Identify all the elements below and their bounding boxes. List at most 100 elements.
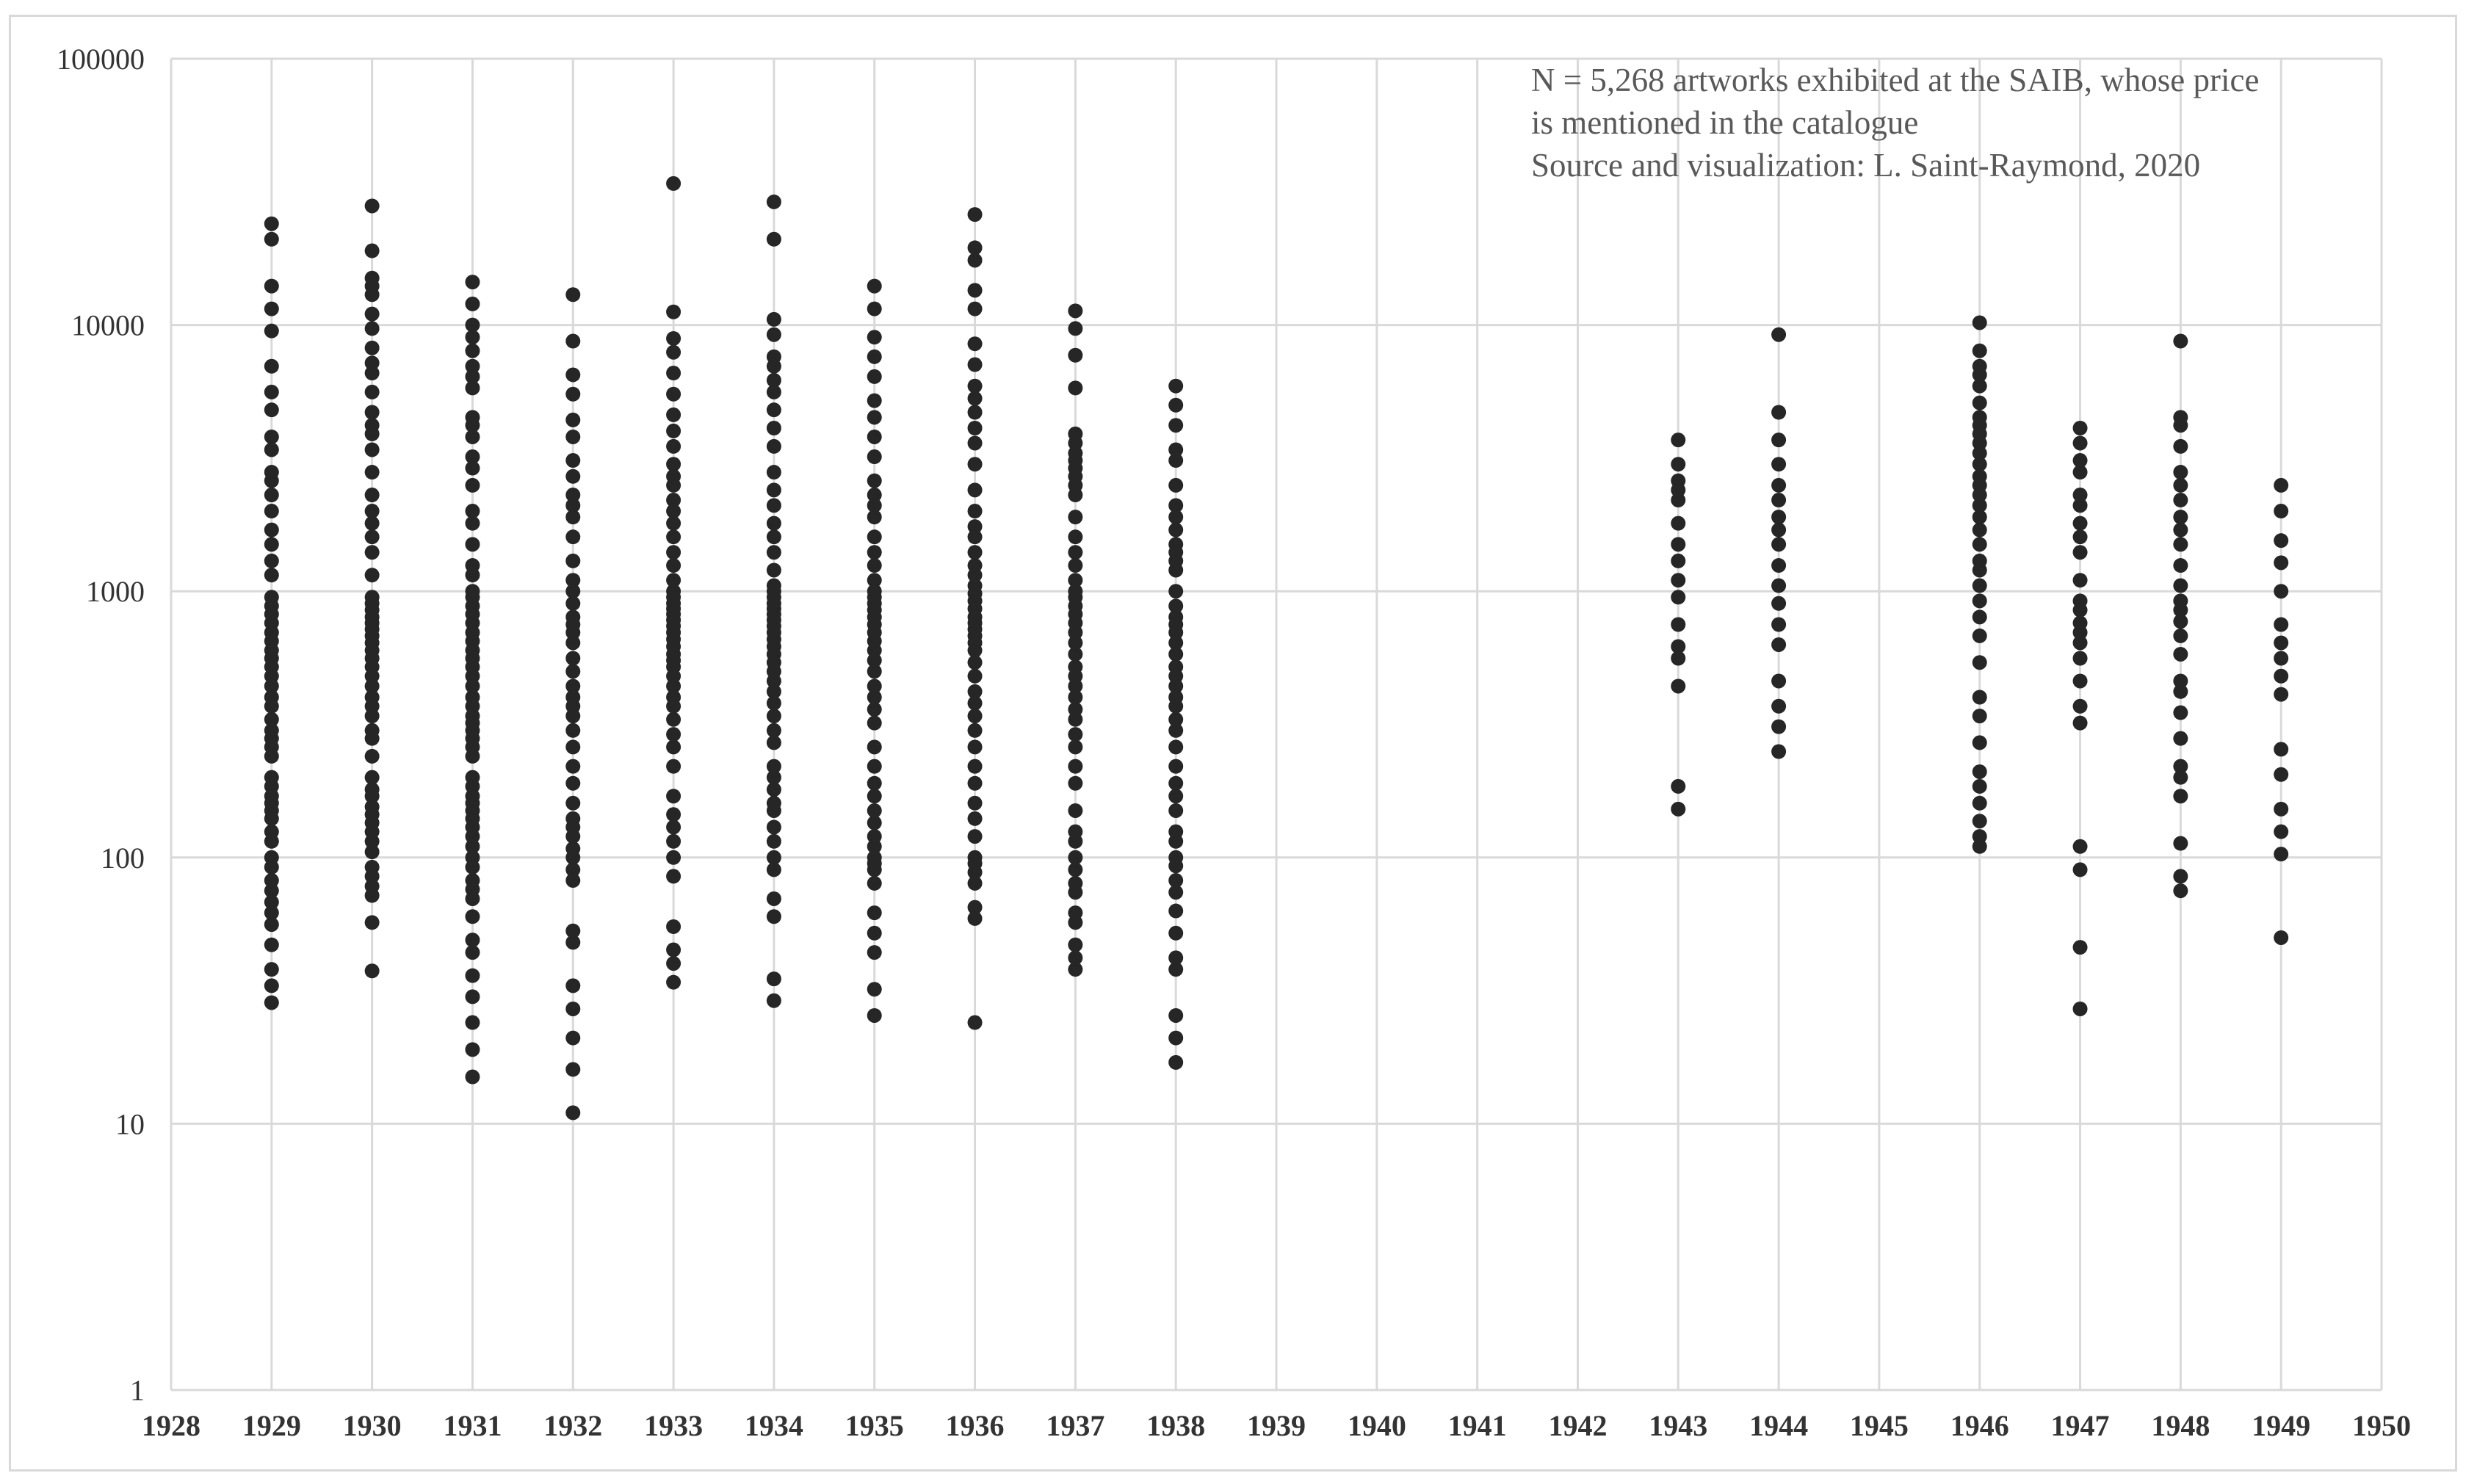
data-point-1938-41 <box>1168 962 1184 977</box>
data-point-1934-32 <box>766 673 781 689</box>
x-tick-label-1946: 1946 <box>1950 1409 2009 1442</box>
data-point-1944-2 <box>1771 432 1787 448</box>
data-point-1930-54 <box>364 915 380 930</box>
data-point-1930-21 <box>364 568 380 583</box>
data-point-1934-16 <box>766 545 781 560</box>
data-point-1931-13 <box>465 477 480 493</box>
data-point-1946-31 <box>1972 795 1987 811</box>
data-point-1948-0 <box>2173 333 2188 349</box>
data-point-1946-11 <box>1972 457 1987 472</box>
data-point-1947-15 <box>2072 651 2088 666</box>
data-point-1946-25 <box>1972 655 1987 670</box>
data-point-1936-39 <box>967 795 983 811</box>
data-point-1933-44 <box>666 850 681 865</box>
data-point-1934-13 <box>766 498 781 513</box>
data-point-1932-36 <box>565 862 581 877</box>
data-point-1938-25 <box>1168 712 1184 727</box>
data-point-1931-47 <box>465 839 480 854</box>
data-point-1949-11 <box>2274 767 2289 782</box>
y-tick-label-1: 1 <box>130 1374 145 1407</box>
data-point-1938-24 <box>1168 698 1184 714</box>
data-point-1933-35 <box>666 698 681 714</box>
data-point-1937-37 <box>1068 833 1083 849</box>
data-point-1933-37 <box>666 727 681 742</box>
data-point-1948-22 <box>2173 770 2188 785</box>
data-point-1944-6 <box>1771 510 1787 525</box>
data-point-1949-14 <box>2274 847 2289 862</box>
data-point-1936-5 <box>967 336 983 352</box>
data-point-1934-17 <box>766 562 781 578</box>
x-tick-label-1950: 1950 <box>2352 1409 2411 1442</box>
data-point-1948-3 <box>2173 438 2188 454</box>
data-point-1933-0 <box>666 175 681 191</box>
data-point-1938-44 <box>1168 1054 1184 1070</box>
data-point-1929-50 <box>264 917 279 933</box>
data-point-1934-35 <box>766 709 781 724</box>
data-point-1935-10 <box>867 488 882 503</box>
data-point-1943-4 <box>1671 493 1686 508</box>
y-tick-label-100000: 100000 <box>57 43 145 76</box>
data-point-1937-31 <box>1068 727 1083 742</box>
x-tick-label-1948: 1948 <box>2151 1409 2210 1442</box>
data-point-1946-3 <box>1972 367 1987 383</box>
annotation-line-2: is mentioned in the catalogue <box>1531 104 1918 141</box>
data-point-1947-18 <box>2072 715 2088 731</box>
data-point-1933-7 <box>666 423 681 438</box>
data-point-1931-4 <box>465 343 480 358</box>
data-point-1943-3 <box>1671 482 1686 498</box>
x-tick-label-1943: 1943 <box>1649 1409 1707 1442</box>
x-tick-label-1939: 1939 <box>1247 1409 1306 1442</box>
data-point-1934-45 <box>766 850 781 865</box>
data-point-1935-13 <box>867 529 882 545</box>
data-point-1944-10 <box>1771 578 1787 593</box>
data-point-1929-17 <box>264 568 279 583</box>
data-point-1930-34 <box>364 678 380 694</box>
data-point-1933-11 <box>666 477 681 493</box>
data-point-1938-1 <box>1168 397 1184 413</box>
x-tick-label-1945: 1945 <box>1850 1409 1909 1442</box>
data-point-1936-37 <box>967 759 983 774</box>
data-point-1948-13 <box>2173 602 2188 618</box>
data-point-1932-39 <box>565 935 581 950</box>
data-point-1947-14 <box>2072 635 2088 651</box>
data-point-1932-27 <box>565 739 581 755</box>
data-point-1931-30 <box>465 678 480 694</box>
data-point-1931-52 <box>465 891 480 906</box>
data-point-1935-15 <box>867 558 882 573</box>
x-tick-label-1934: 1934 <box>745 1409 803 1442</box>
data-point-1944-13 <box>1771 637 1787 652</box>
data-point-1946-10 <box>1972 446 1987 461</box>
data-point-1948-11 <box>2173 578 2188 593</box>
data-point-1937-24 <box>1068 646 1083 662</box>
data-point-1936-9 <box>967 405 983 420</box>
data-point-1933-32 <box>666 668 681 684</box>
data-point-1935-36 <box>867 803 882 818</box>
data-point-1934-1 <box>766 231 781 247</box>
data-point-1944-14 <box>1771 673 1787 689</box>
data-point-1938-3 <box>1168 442 1184 457</box>
data-point-1943-1 <box>1671 457 1686 472</box>
data-point-1946-27 <box>1972 709 1987 724</box>
data-point-1929-35 <box>264 748 279 764</box>
data-point-1930-16 <box>364 488 380 503</box>
data-point-1935-7 <box>867 429 882 444</box>
data-point-1932-25 <box>565 709 581 724</box>
data-point-1938-30 <box>1168 789 1184 804</box>
data-point-1932-20 <box>565 651 581 666</box>
data-point-1946-34 <box>1972 839 1987 854</box>
data-point-1929-12 <box>264 488 279 503</box>
data-point-1937-46 <box>1068 962 1083 977</box>
data-point-1944-9 <box>1771 558 1787 573</box>
data-point-1938-0 <box>1168 378 1184 394</box>
data-point-1933-8 <box>666 438 681 454</box>
data-point-1929-8 <box>264 429 279 444</box>
data-point-1949-6 <box>2274 635 2289 651</box>
data-point-1936-15 <box>967 519 983 535</box>
data-point-1936-36 <box>967 739 983 755</box>
data-point-1946-22 <box>1972 593 1987 609</box>
data-point-1931-29 <box>465 668 480 684</box>
data-point-1949-1 <box>2274 504 2289 519</box>
y-tick-label-100: 100 <box>101 841 145 875</box>
data-point-1946-32 <box>1972 814 1987 829</box>
data-point-1935-38 <box>867 829 882 844</box>
